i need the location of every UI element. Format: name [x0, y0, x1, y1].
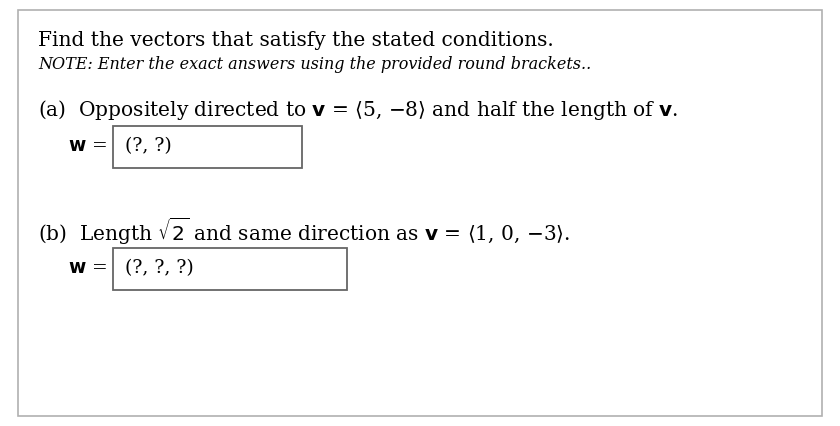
Text: $\mathbf{w}$ =: $\mathbf{w}$ = [68, 137, 109, 155]
Text: NOTE: Enter the exact answers using the provided round brackets..: NOTE: Enter the exact answers using the … [38, 56, 591, 73]
FancyBboxPatch shape [113, 248, 347, 290]
Text: Find the vectors that satisfy the stated conditions.: Find the vectors that satisfy the stated… [38, 31, 554, 50]
Text: (a)  Oppositely directed to $\mathbf{v}$ = $\langle$5, $-$8$\rangle$ and half th: (a) Oppositely directed to $\mathbf{v}$ … [38, 98, 678, 122]
FancyBboxPatch shape [18, 10, 822, 416]
Text: $\mathbf{w}$ =: $\mathbf{w}$ = [68, 259, 109, 277]
FancyBboxPatch shape [113, 126, 302, 168]
Text: (b)  Length $\sqrt{2}$ and same direction as $\mathbf{v}$ = $\langle$1, 0, $-$3$: (b) Length $\sqrt{2}$ and same direction… [38, 216, 570, 247]
Text: (?, ?): (?, ?) [125, 137, 171, 155]
Text: (?, ?, ?): (?, ?, ?) [125, 259, 194, 277]
